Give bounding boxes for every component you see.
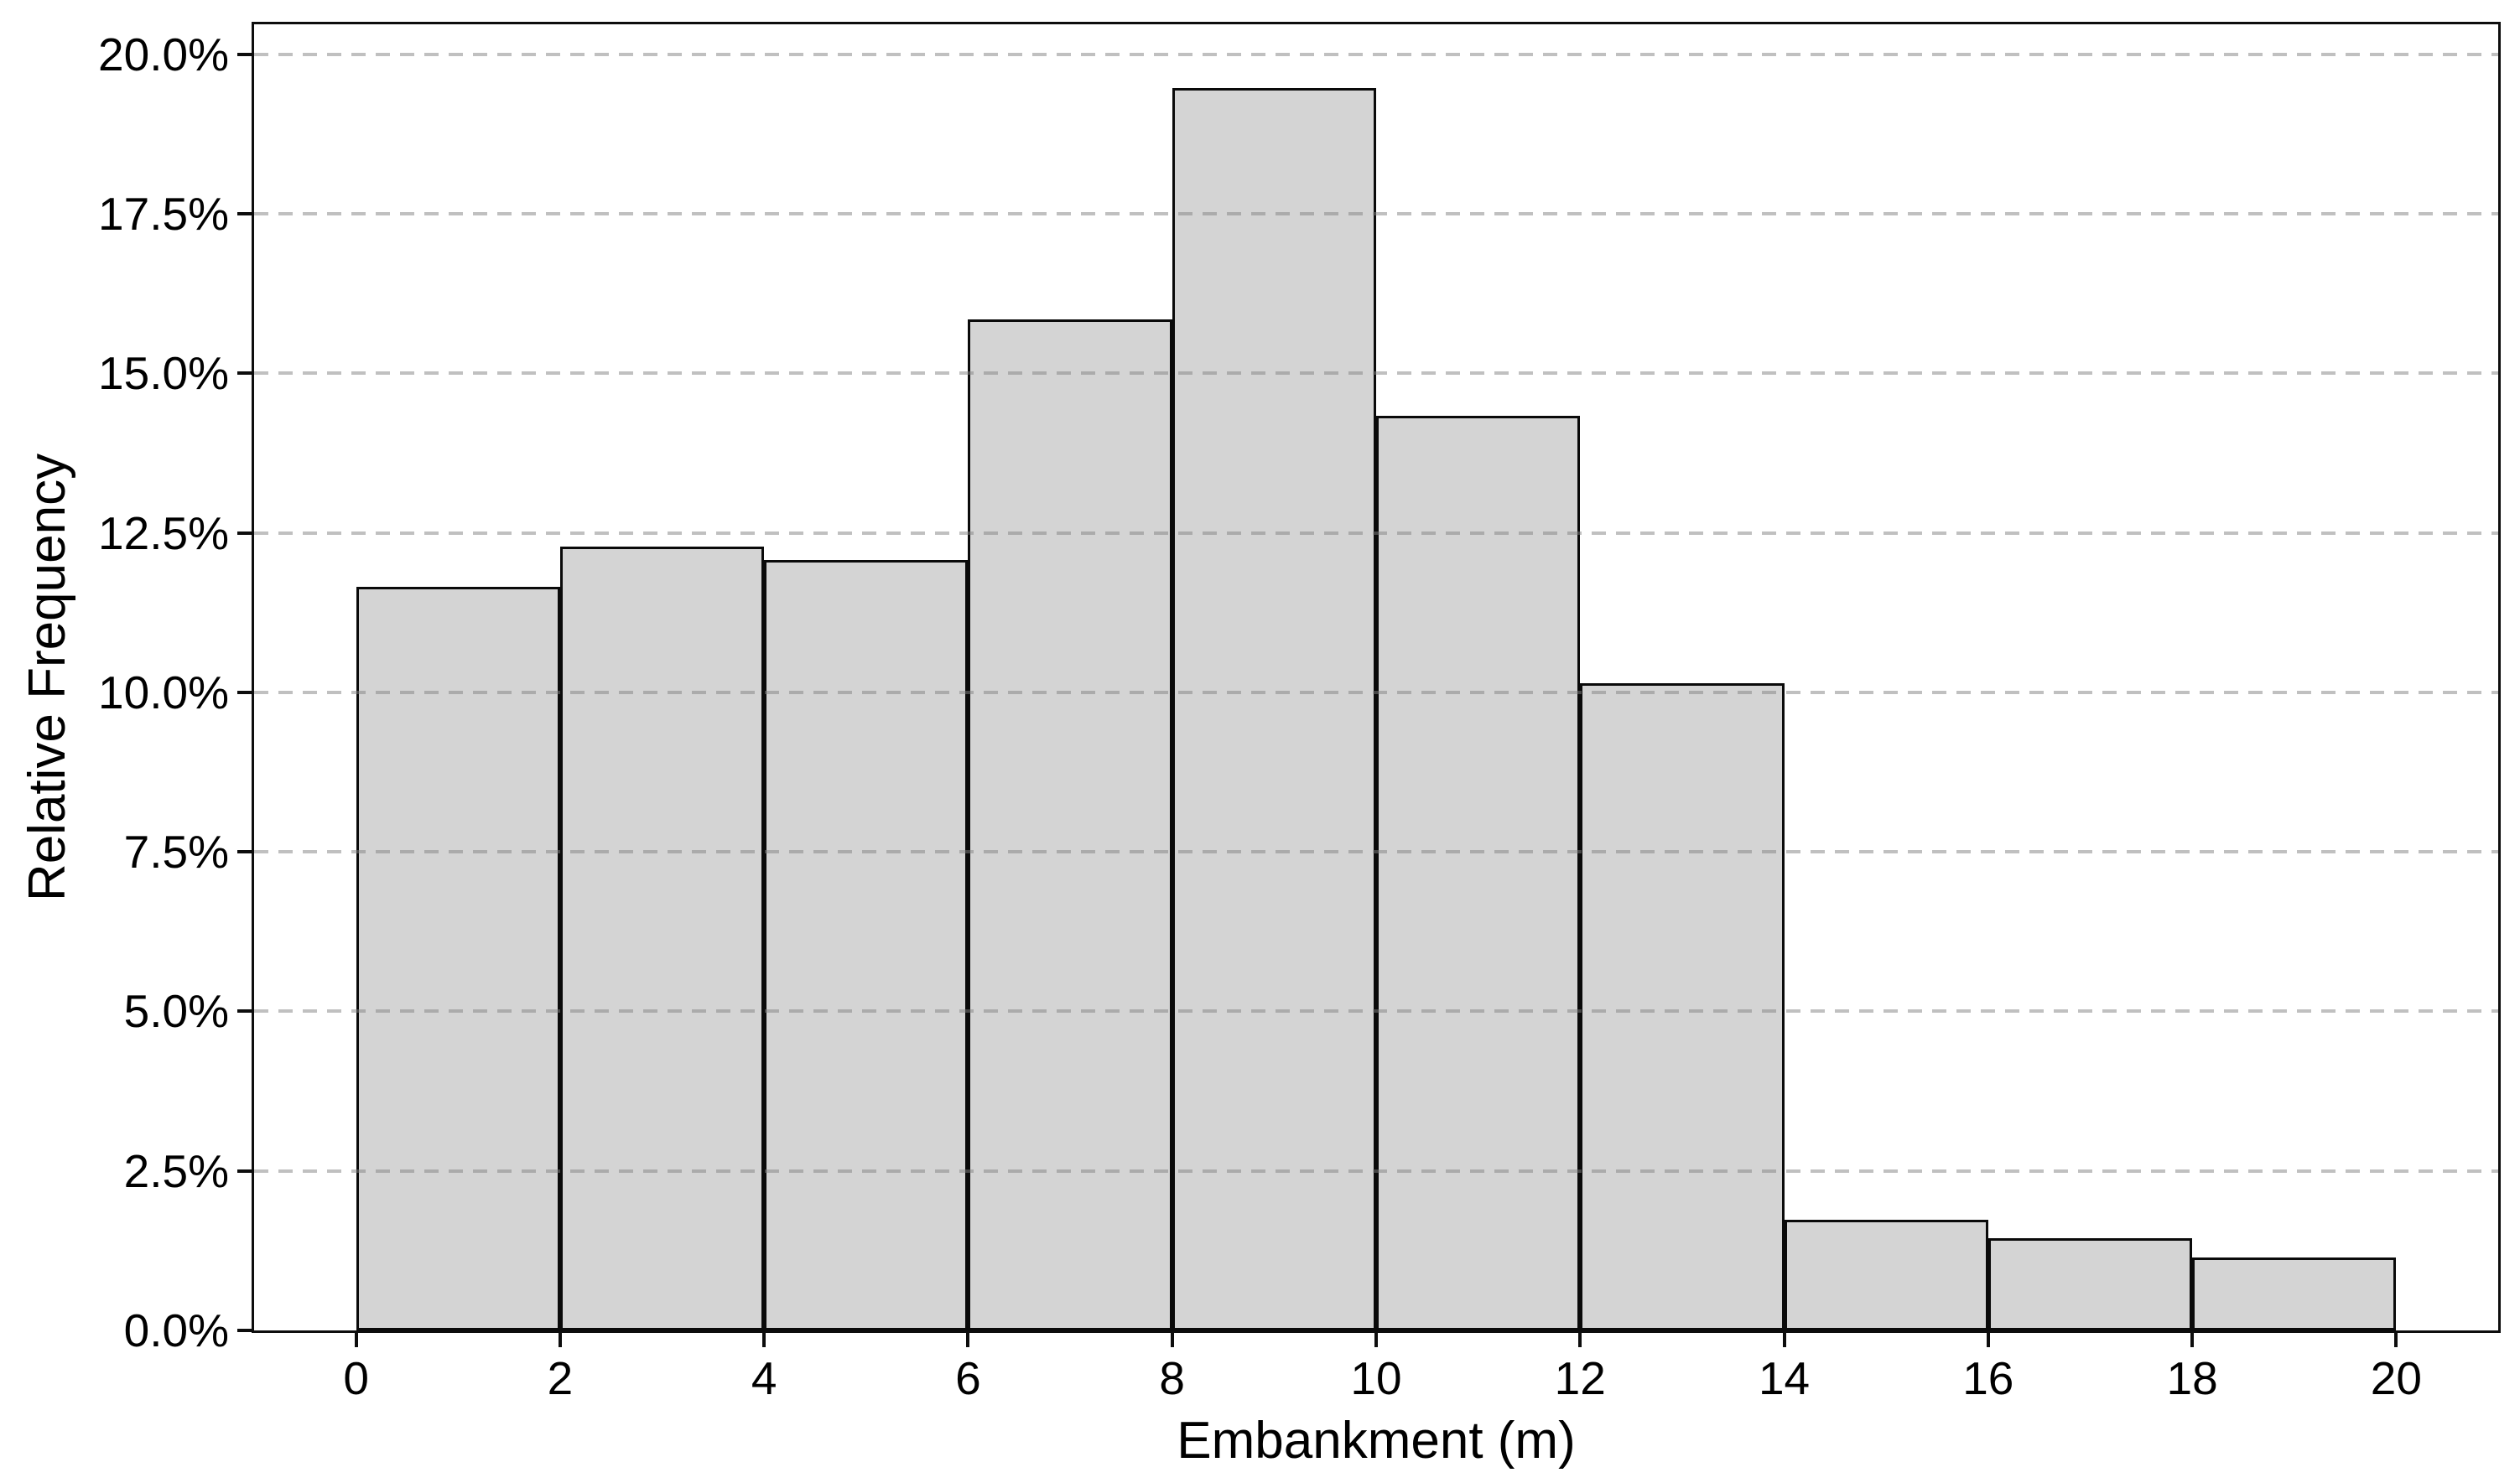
x-tick-label: 14 [1758,1352,1811,1404]
y-tick-mark [237,1169,252,1173]
histogram-bar [968,319,1172,1330]
x-tick-label: 18 [2166,1352,2218,1404]
x-tick-mark [1578,1333,1582,1347]
x-tick-label: 10 [1350,1352,1402,1404]
y-tick-mark [237,1009,252,1014]
x-tick-mark [966,1333,970,1347]
y-tick-label: 0.0% [123,1304,229,1356]
y-tick-mark [237,371,252,376]
gridline [254,52,2498,56]
histogram-bar [559,547,765,1330]
x-tick-label: 4 [751,1352,777,1404]
y-tick-label: 7.5% [123,826,229,879]
x-axis-title: Embankment (m) [1177,1412,1576,1470]
x-tick-label: 12 [1554,1352,1606,1404]
y-tick-label: 20.0% [98,28,229,80]
y-tick-label: 15.0% [98,347,229,400]
x-tick-label: 16 [1962,1352,2014,1404]
y-tick-label: 12.5% [98,506,229,559]
x-tick-label: 0 [343,1352,369,1404]
x-tick-mark [354,1333,358,1347]
y-tick-mark [237,212,252,216]
histogram-bar [1784,1220,1988,1330]
plot-area: 0.0% 2.5% 5.0% 7.5% 10.0% 12.5% 15.0% 17.5% 20.0… [98,22,2501,1404]
x-tick-label: 2 [547,1352,574,1404]
x-tick-mark [762,1333,766,1347]
y-tick-mark [237,690,252,694]
y-tick-label: 2.5% [123,1144,229,1197]
x-tick-mark [2190,1333,2195,1347]
x-tick-label: 8 [1159,1352,1186,1404]
y-tick-mark [237,1329,252,1332]
gridline [254,371,2498,376]
y-tick-label: 5.0% [123,985,229,1038]
x-tick-mark [1782,1333,1786,1347]
gridline [254,212,2498,216]
y-tick-mark [237,52,252,56]
y-tick-label: 10.0% [98,666,229,718]
histogram-bar [1580,683,1785,1330]
histogram-bar [2192,1257,2397,1330]
histogram-bar [764,560,969,1330]
y-tick-mark [237,850,252,854]
histogram-bar [1376,416,1581,1330]
x-tick-mark [2394,1333,2398,1347]
histogram-bar [1987,1238,2193,1330]
histogram-bar [356,587,560,1330]
y-tick-label: 17.5% [98,188,229,241]
x-tick-label: 6 [955,1352,981,1404]
histogram-bar [1172,88,1376,1330]
x-tick-mark [1986,1333,1990,1347]
x-tick-mark [1170,1333,1174,1347]
x-tick-mark [1374,1333,1378,1347]
x-tick-mark [558,1333,562,1347]
y-tick-mark [237,531,252,535]
x-tick-label: 20 [2370,1352,2422,1404]
